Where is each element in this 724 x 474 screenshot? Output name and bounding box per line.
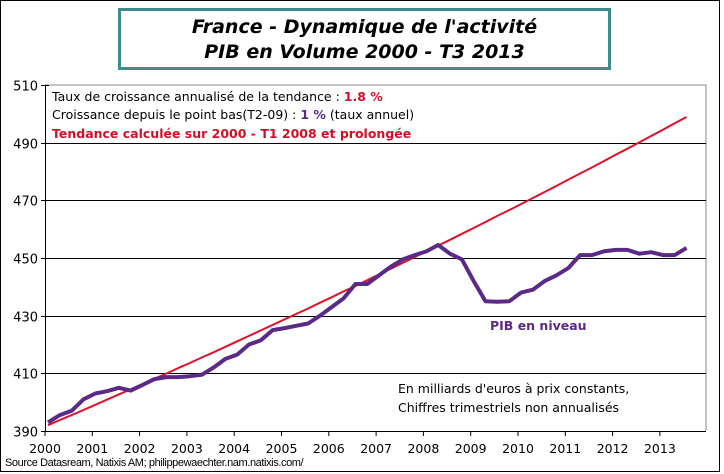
y-tick-label: 510 <box>13 80 38 95</box>
x-tick-label: 2000 <box>29 441 61 456</box>
since-low-suffix: (taux annuel) <box>329 107 415 122</box>
since-low-note: Croissance depuis le point bas(T2-09) : … <box>52 107 415 122</box>
trend-method-note: Tendance calculée sur 2000 - T1 2008 et … <box>52 126 412 141</box>
x-tick-label: 2004 <box>218 441 250 456</box>
x-tick-label: 2003 <box>171 441 203 456</box>
since-low-value: 1 % <box>300 107 326 122</box>
chart-title: France - Dynamique de l'activité PIB en … <box>118 8 611 70</box>
y-tick-label: 390 <box>13 426 38 441</box>
series-line-pib <box>46 243 688 425</box>
x-tick-label: 2006 <box>313 441 345 456</box>
units-note-1: En milliards d'euros à prix constants, <box>398 381 630 396</box>
units-note-2: Chiffres trimestriels non annualisés <box>398 400 620 415</box>
title-line-1: France - Dynamique de l'activité <box>191 16 538 38</box>
since-low-label: Croissance depuis le point bas(T2-09) : <box>52 107 297 122</box>
y-tick-label: 470 <box>13 195 38 210</box>
y-tick-label: 450 <box>13 253 38 268</box>
source-note: Source Datasream, Natixis AM; philippewa… <box>5 457 304 469</box>
x-tick-label: 2011 <box>549 441 581 456</box>
trend-rate-value: 1.8 % <box>343 89 383 104</box>
series-line-trend <box>47 116 687 427</box>
title-line-2: PIB en Volume 2000 - T3 2013 <box>204 41 525 63</box>
y-tick-label: 490 <box>13 138 38 153</box>
x-tick-label: 2008 <box>407 441 439 456</box>
x-tick-label: 2007 <box>360 441 392 456</box>
x-tick-label: 2009 <box>455 441 487 456</box>
y-tick-label: 410 <box>13 368 38 383</box>
y-tick-label: 430 <box>13 311 38 326</box>
trend-rate-label: Taux de croissance annualisé de la tenda… <box>52 89 340 104</box>
x-tick-label: 2005 <box>266 441 298 456</box>
x-tick-label: 2001 <box>76 441 108 456</box>
x-tick-label: 2012 <box>597 441 629 456</box>
trend-rate-note: Taux de croissance annualisé de la tenda… <box>52 89 383 104</box>
x-tick-label: 2002 <box>124 441 156 456</box>
x-tick-label: 2013 <box>644 441 676 456</box>
x-tick-label: 2010 <box>502 441 534 456</box>
series-label-pib: PIB en niveau <box>490 318 587 333</box>
